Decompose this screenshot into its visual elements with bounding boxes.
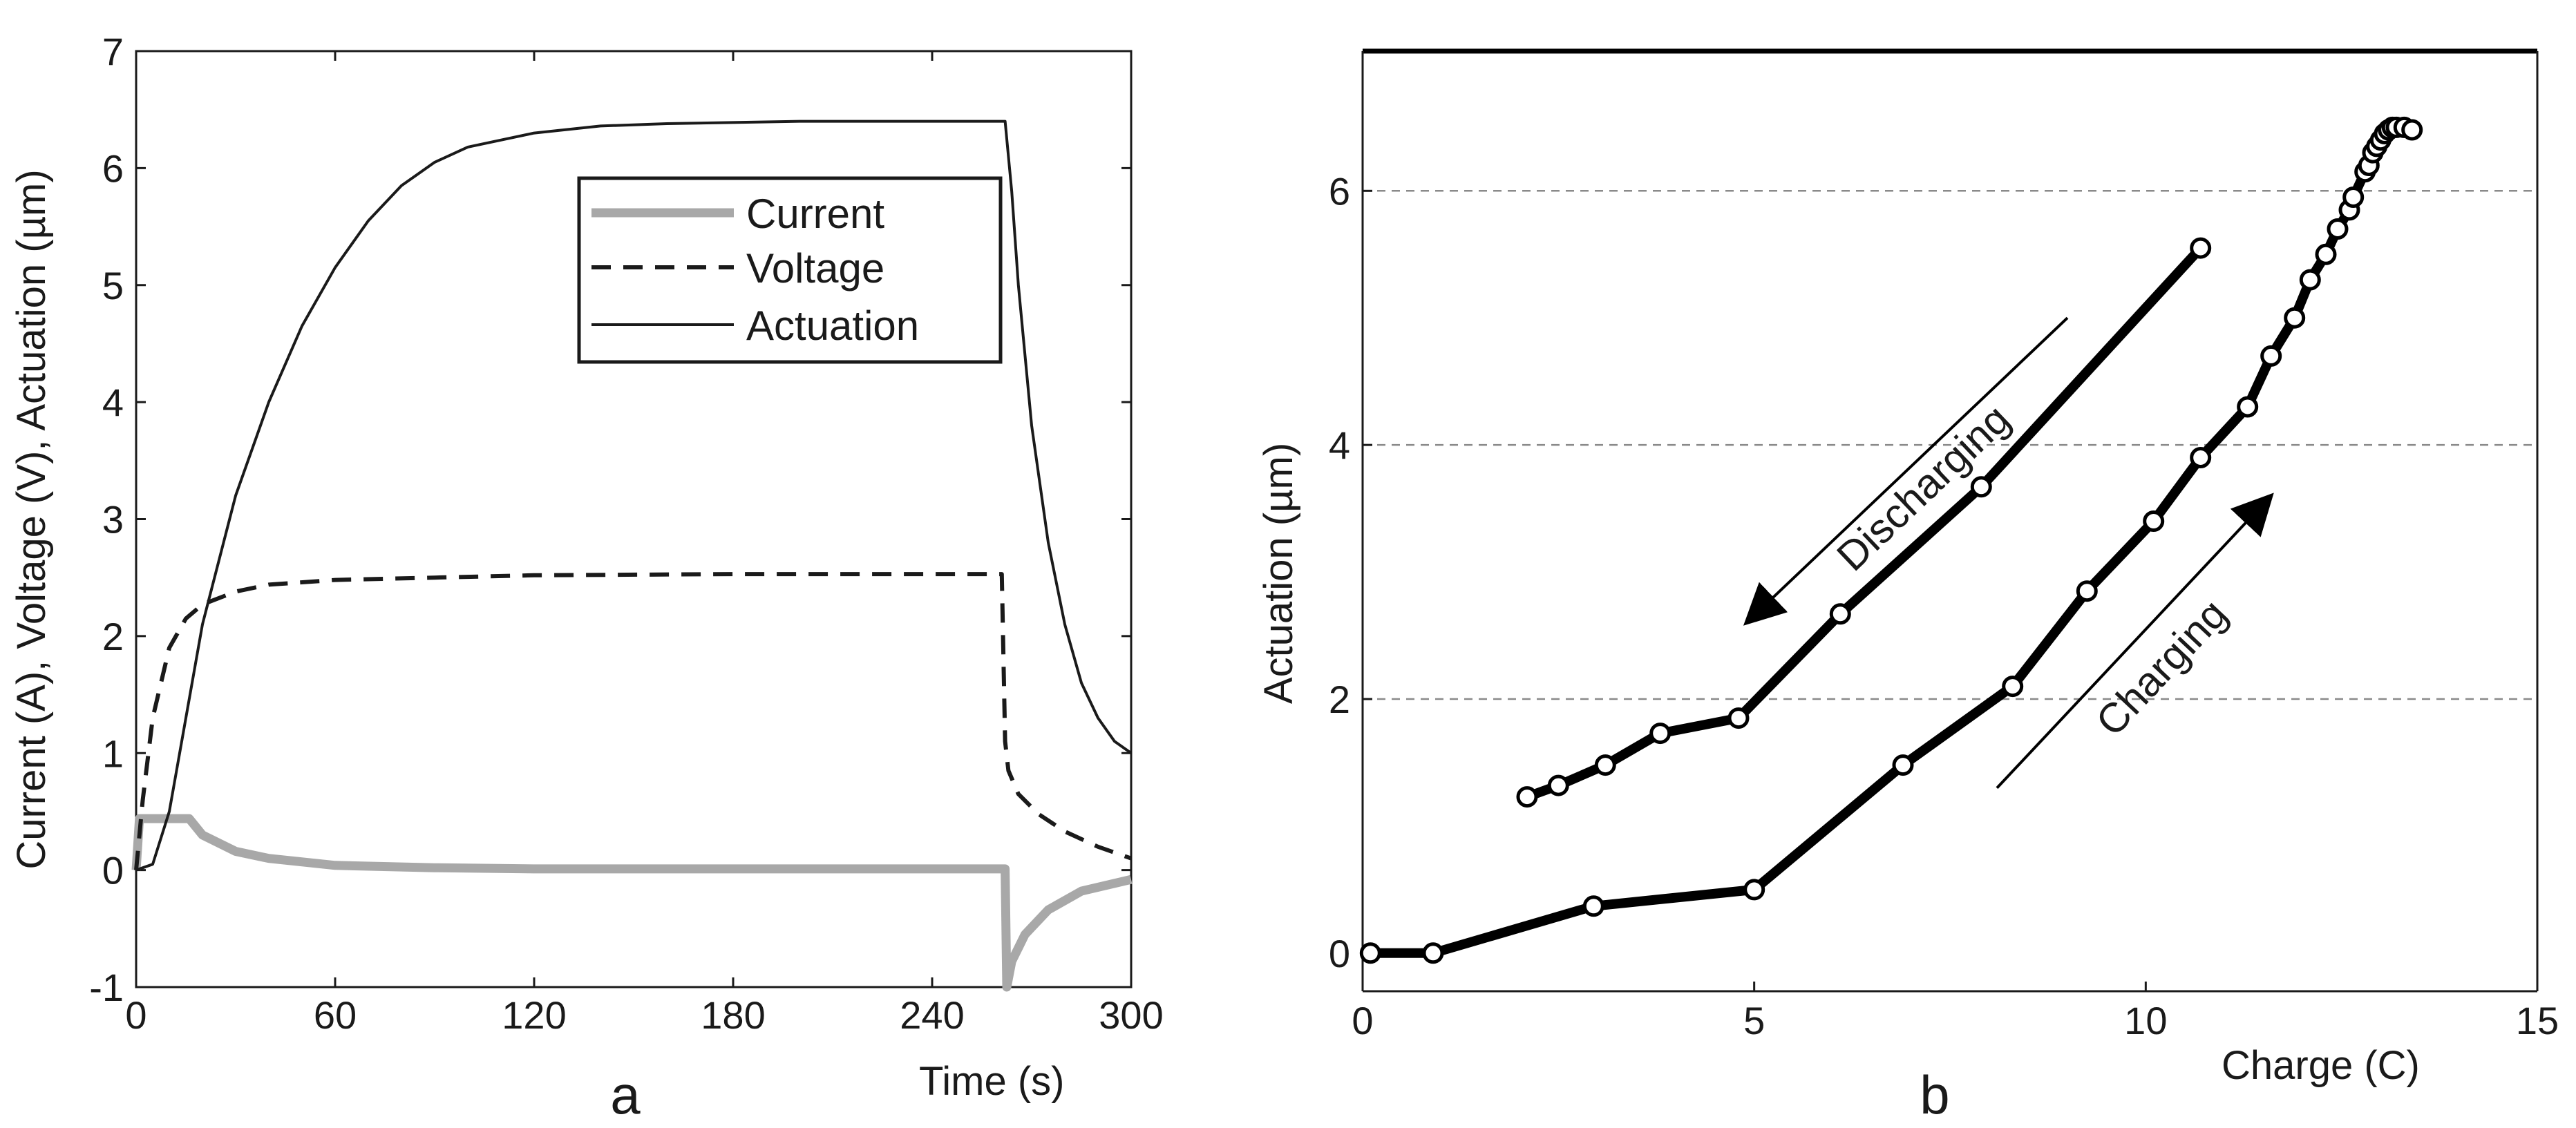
panel-b-gridlines — [1363, 190, 2537, 700]
series-discharging-point — [1516, 786, 1538, 808]
panel-a-x-tick-label: 300 — [1099, 993, 1163, 1037]
series-charging-point — [1359, 942, 1381, 964]
panel-a-label: a — [610, 1064, 641, 1125]
panel-a-x-axis-label: Time (s) — [919, 1059, 1064, 1104]
series-charging-point — [1582, 895, 1604, 917]
panel-a-y-tick-label: -1 — [89, 966, 124, 1009]
panel-b-x-tick-label: 0 — [1352, 999, 1373, 1042]
series-discharging-point — [1649, 723, 1671, 745]
series-charging-point — [2284, 307, 2306, 329]
series-discharging-point — [1970, 476, 1992, 498]
series-charging-point — [1422, 942, 1444, 964]
series-charging-point — [2401, 119, 2423, 141]
series-charging-point — [2299, 269, 2321, 291]
panel-a-y-tick-label: 6 — [102, 146, 124, 190]
panel-a-series — [131, 120, 1133, 992]
series-charging-point — [1743, 879, 1765, 901]
series-charging-point — [2315, 243, 2337, 265]
series-charging-point — [2076, 580, 2098, 602]
panel-b-y-tick-label: 2 — [1329, 678, 1350, 721]
panel-a-x-tick-label: 120 — [502, 993, 566, 1037]
series-discharging-point — [1594, 754, 1616, 776]
series-charging-point — [2327, 218, 2349, 240]
series-charging-point — [2190, 447, 2212, 468]
panel-a-y-tick-label: 0 — [102, 849, 124, 892]
panel-a-y-tick-label: 4 — [102, 381, 124, 424]
series-charging-point — [2143, 510, 2165, 532]
series-charging-point — [2342, 187, 2365, 208]
panel-b-y-tick-label: 0 — [1329, 932, 1350, 975]
panel-b-x-axis-label: Charge (C) — [2222, 1043, 2420, 1088]
panel-b-series — [1359, 116, 2423, 964]
series-charging-point — [2002, 676, 2024, 698]
panel-b-y-tick-label: 6 — [1329, 169, 1350, 213]
panel-a-y-tick-label: 3 — [102, 498, 124, 542]
panel-b-ticks: 0 5 10 15 0 2 4 6 — [1329, 169, 2559, 1042]
legend-voltage-label: Voltage — [746, 245, 884, 291]
panel-a-x-tick-label: 60 — [314, 993, 357, 1037]
annotation-charging-arrow — [1996, 493, 2274, 790]
series-discharging-point — [1829, 603, 1851, 625]
panel-a-legend: Current Voltage Actuation — [577, 176, 1003, 364]
series-discharging-point — [2190, 237, 2212, 259]
series-voltage-line — [134, 572, 1132, 870]
panel-a-x-tick-label: 0 — [125, 993, 146, 1037]
series-discharging-point — [1727, 707, 1750, 729]
panel-a-x-tick-label: 240 — [900, 993, 964, 1037]
series-charging-point — [2237, 396, 2259, 418]
panel-b-y-axis-label: Actuation (µm) — [1256, 443, 1301, 704]
series-charging-point — [2260, 345, 2282, 367]
panel-a-y-axis-label: Current (A), Voltage (V), Actuation (µm) — [9, 169, 54, 869]
panel-b-x-tick-label: 10 — [2124, 999, 2167, 1042]
series-current-line — [131, 814, 1133, 992]
panel-a-x-tick-label: 180 — [701, 993, 765, 1037]
panel-b-y-tick-label: 4 — [1329, 423, 1350, 467]
series-actuation-line — [135, 120, 1133, 872]
panel-b-x-tick-label: 5 — [1743, 999, 1765, 1042]
legend-current-label: Current — [746, 191, 884, 237]
series-discharging-point — [1547, 774, 1569, 796]
panel-a-y-tick-label: 5 — [102, 264, 124, 307]
panel-a-y-tick-label: 1 — [102, 732, 124, 775]
annotation-discharging-arrow — [1743, 316, 2069, 626]
panel-b-label: b — [1920, 1064, 1949, 1125]
series-charging-point — [1892, 754, 1914, 776]
panel-b-x-tick-label: 15 — [2516, 999, 2559, 1042]
panel-a-y-tick-label: 7 — [102, 30, 124, 73]
panel-a-y-tick-label: 2 — [102, 615, 124, 658]
legend-actuation-label: Actuation — [746, 303, 919, 349]
